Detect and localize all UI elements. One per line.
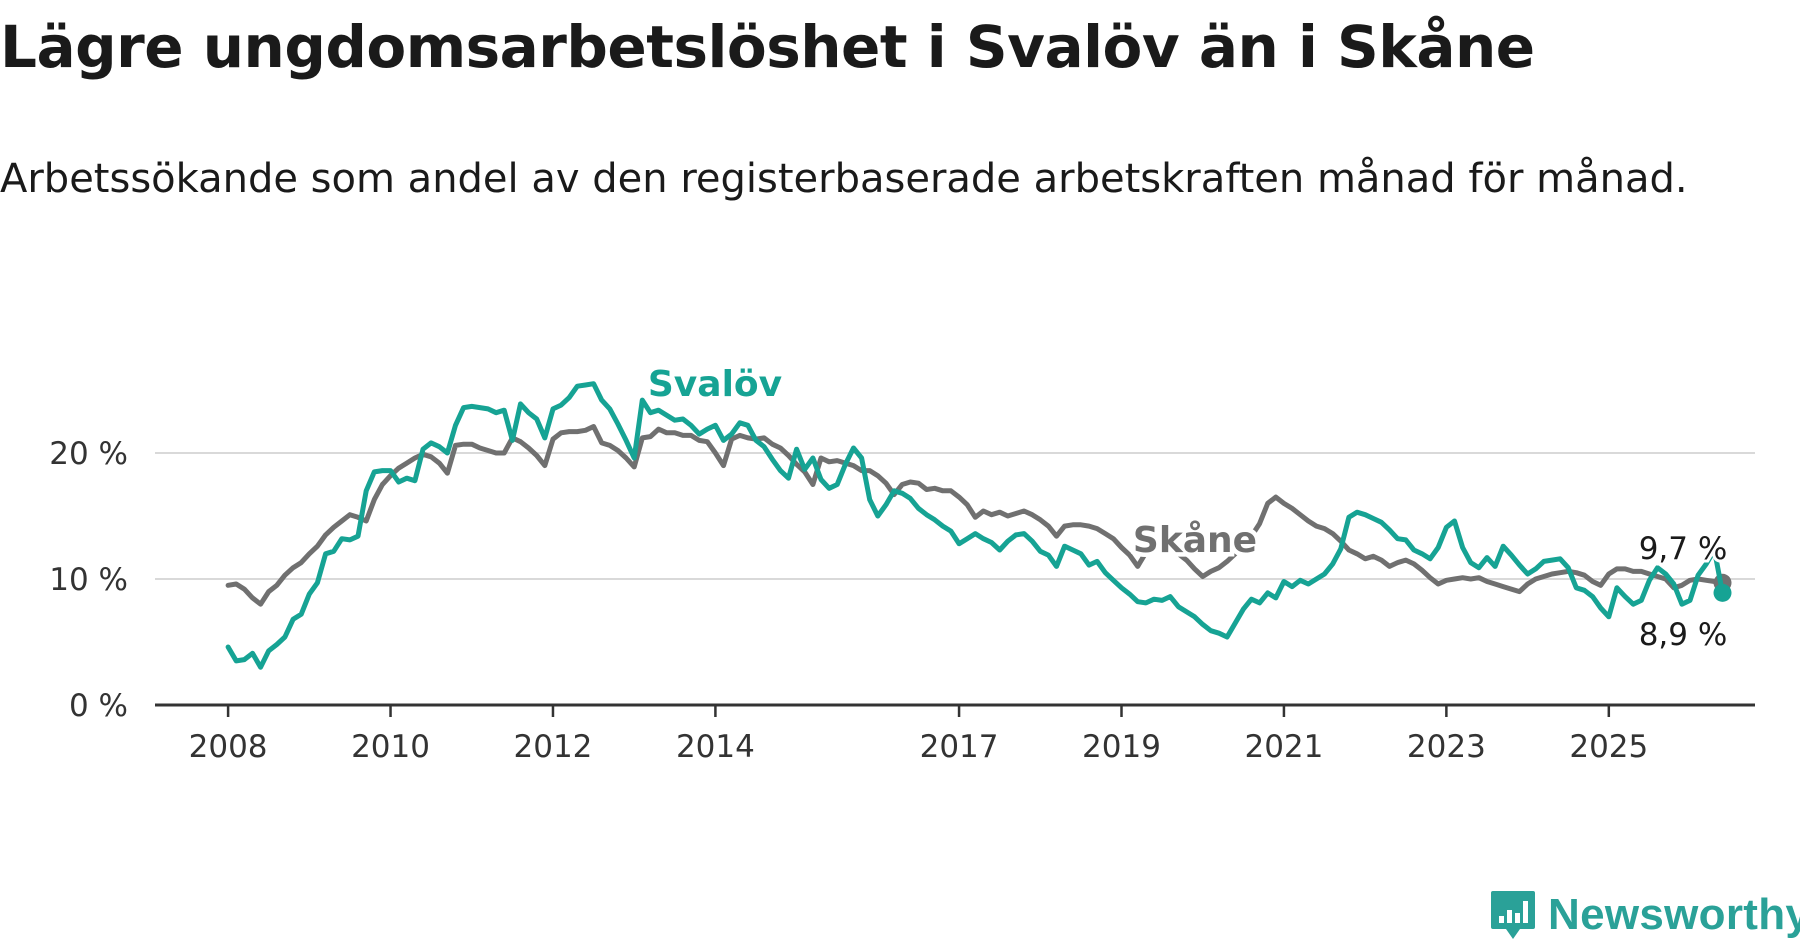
chart-title: Lägre ungdomsarbetslöshet i Svalöv än i … bbox=[0, 13, 1535, 81]
series-label-svalov: Svalöv bbox=[648, 364, 782, 405]
x-tick-label: 2019 bbox=[1082, 729, 1161, 765]
x-tick-label: 2023 bbox=[1407, 729, 1486, 765]
chart-subtitle: Arbetssökande som andel av den registerb… bbox=[0, 156, 1688, 202]
newsworthy-logo: Newsworthy bbox=[1490, 885, 1800, 945]
y-tick-label: 0 % bbox=[69, 688, 128, 724]
newsworthy-logo-icon bbox=[1491, 891, 1535, 939]
x-tick-label: 2010 bbox=[351, 729, 430, 765]
x-tick-label: 2021 bbox=[1244, 729, 1323, 765]
x-tick-label: 2012 bbox=[514, 729, 593, 765]
y-tick-label: 20 % bbox=[49, 436, 128, 472]
end-value-label-svalov: 8,9 % bbox=[1639, 617, 1728, 653]
series-label-skane: Skåne bbox=[1133, 520, 1257, 561]
series-line-skne bbox=[225, 424, 1725, 607]
series-line-svalv bbox=[225, 381, 1725, 670]
y-tick-label: 10 % bbox=[49, 562, 128, 598]
x-tick-label: 2017 bbox=[920, 729, 999, 765]
newsworthy-logo-text: Newsworthy bbox=[1548, 890, 1800, 939]
x-tick-label: 2008 bbox=[189, 729, 268, 765]
x-tick-label: 2014 bbox=[676, 729, 755, 765]
series-end-marker-svalv bbox=[1713, 583, 1732, 602]
end-value-label-skane: 9,7 % bbox=[1639, 531, 1728, 567]
x-tick-label: 2025 bbox=[1569, 729, 1648, 765]
